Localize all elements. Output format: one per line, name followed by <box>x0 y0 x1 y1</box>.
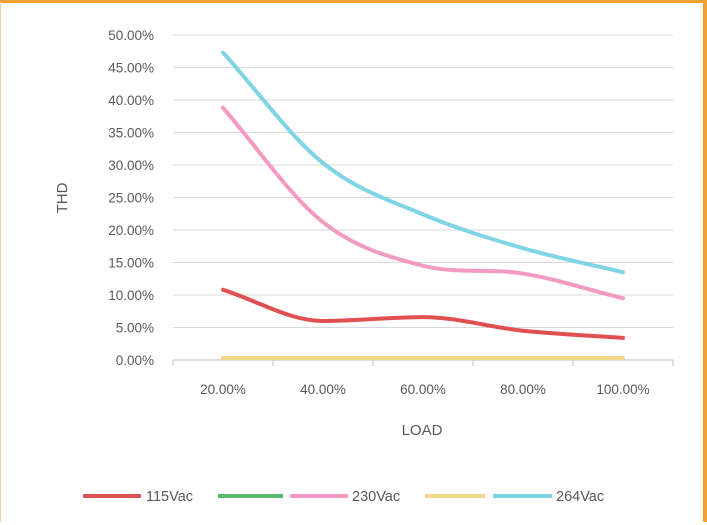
series-line-115vac <box>221 287 625 340</box>
y-axis-title: THD <box>54 182 71 213</box>
y-tick-label: 45.00% <box>108 61 154 76</box>
y-tick-label: 30.00% <box>108 158 154 173</box>
x-axis-title: LOAD <box>402 422 443 439</box>
y-tick-label: 40.00% <box>108 93 154 108</box>
x-tick-label: 40.00% <box>300 382 346 397</box>
y-tick-label: 10.00% <box>108 288 154 303</box>
y-tick-label: 25.00% <box>108 191 154 206</box>
x-tick-label: 100.00% <box>596 382 649 397</box>
y-tick-label: 50.00% <box>108 28 154 43</box>
x-tick-label: 80.00% <box>500 382 546 397</box>
y-tick-label: 0.00% <box>116 353 154 368</box>
line-chart: 0.00% 5.00% 10.00% 15.00% 20.00% 25.00% 30.00%… <box>54 28 674 505</box>
y-tick-label: 5.00% <box>116 321 154 336</box>
x-tick-label: 20.00% <box>200 382 246 397</box>
legend-label: 264Vac <box>556 489 604 505</box>
x-tick-label: 60.00% <box>400 382 446 397</box>
legend-label: 115Vac <box>146 489 193 505</box>
series-line-264vac <box>221 50 625 275</box>
y-tick-label: 35.00% <box>108 126 154 141</box>
y-tick-label: 15.00% <box>108 256 154 271</box>
series-line-230vac <box>221 105 625 301</box>
y-tick-label: 20.00% <box>108 223 154 238</box>
legend-label: 230Vac <box>352 489 400 505</box>
